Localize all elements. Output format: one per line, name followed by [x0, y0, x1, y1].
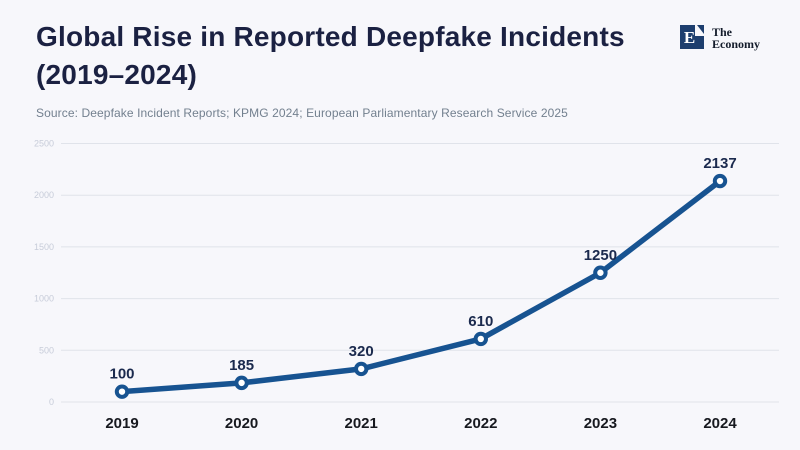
x-axis-tick-label: 2024: [703, 415, 737, 432]
y-axis-tick-label: 500: [39, 345, 54, 355]
y-axis-tick-label: 1000: [34, 294, 54, 304]
x-axis-tick-label: 2023: [584, 415, 617, 432]
data-point-marker: [593, 265, 608, 280]
brand-logo-flag-icon: [697, 25, 704, 34]
data-point-marker: [234, 375, 249, 391]
y-axis-tick-label: 2500: [34, 139, 54, 149]
x-axis-tick-label: 2022: [464, 415, 497, 432]
x-axis-tick-label: 2020: [225, 415, 258, 432]
brand-name-line1: The: [712, 25, 733, 39]
brand-logo: E The Economy: [680, 25, 760, 50]
data-point-value-label: 185: [229, 357, 254, 374]
brand-logo-name: The Economy: [712, 25, 760, 50]
page-title: Global Rise in Reported Deepfake Inciden…: [36, 18, 676, 94]
data-point-value-label: 1250: [584, 247, 617, 264]
data-point-marker: [354, 361, 369, 377]
page-title-line2: (2019–2024): [36, 59, 197, 90]
brand-name-line2: Economy: [712, 37, 760, 51]
data-point-marker: [114, 384, 130, 399]
y-axis-tick-label: 2000: [34, 190, 54, 200]
brand-logo-letter: E: [683, 27, 696, 47]
source-caption: Source: Deepfake Incident Reports; KPMG …: [36, 106, 568, 120]
brand-logo-notch: [695, 25, 704, 36]
y-axis-tick-label: 0: [49, 397, 54, 407]
data-point-marker: [712, 173, 728, 189]
data-point-value-label: 100: [109, 366, 134, 383]
data-point-value-label: 2137: [703, 155, 736, 172]
trend-line: [119, 178, 723, 395]
x-axis-tick-label: 2019: [105, 415, 138, 432]
x-axis-tick-label: 2021: [345, 415, 378, 432]
brand-logo-mark: E: [680, 25, 704, 49]
data-point-value-label: 610: [468, 313, 493, 330]
y-axis-tick-label: 1500: [34, 242, 54, 252]
page-title-line1: Global Rise in Reported Deepfake Inciden…: [36, 21, 625, 52]
data-point-value-label: 320: [349, 343, 374, 360]
data-point-marker: [473, 331, 488, 347]
